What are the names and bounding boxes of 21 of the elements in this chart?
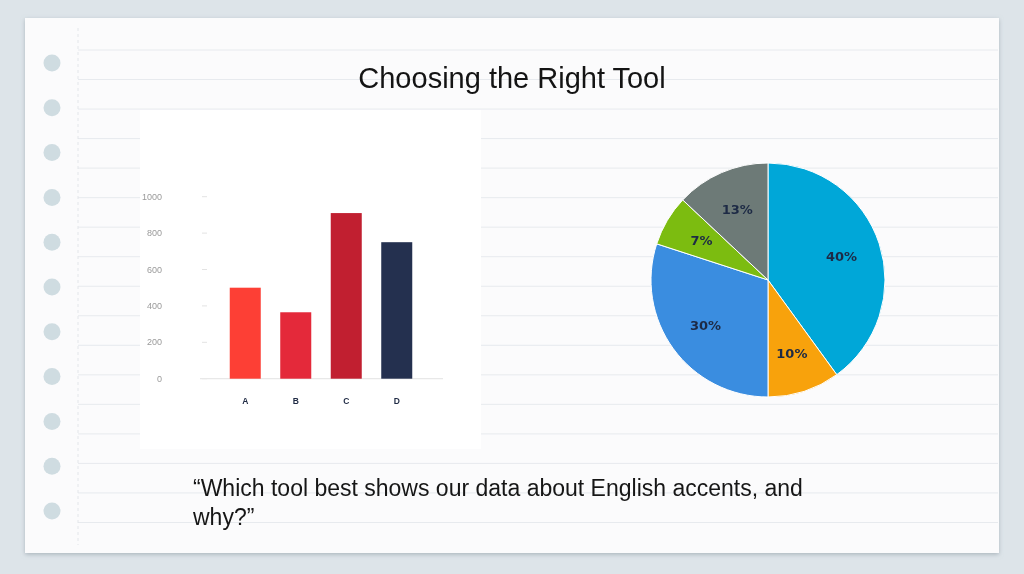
text: “Which tool best shows our data about English accents, and why?” xyxy=(192,475,803,530)
text: Choosing the Right Tool xyxy=(358,62,666,94)
x-tick-label: C xyxy=(343,396,350,406)
y-tick-label: 600 xyxy=(146,264,162,275)
data-label: 40% xyxy=(825,248,857,264)
y-tick-label: 200 xyxy=(146,337,162,348)
bar xyxy=(381,242,413,379)
data-label: 10% xyxy=(776,345,808,361)
bar xyxy=(280,312,312,379)
data-label: 30% xyxy=(689,317,722,333)
y-tick-label: 0 xyxy=(156,373,162,384)
x-tick-label: B xyxy=(292,396,299,406)
x-tick-label: A xyxy=(242,396,249,406)
y-tick-label: 1000 xyxy=(141,191,162,202)
y-tick-label: 400 xyxy=(146,301,162,312)
y-tick-label: 800 xyxy=(146,228,162,239)
data-label: 13% xyxy=(721,201,753,217)
bar xyxy=(229,287,261,379)
x-tick-label: D xyxy=(393,396,400,406)
data-label: 7% xyxy=(690,233,713,249)
bar xyxy=(330,213,362,379)
